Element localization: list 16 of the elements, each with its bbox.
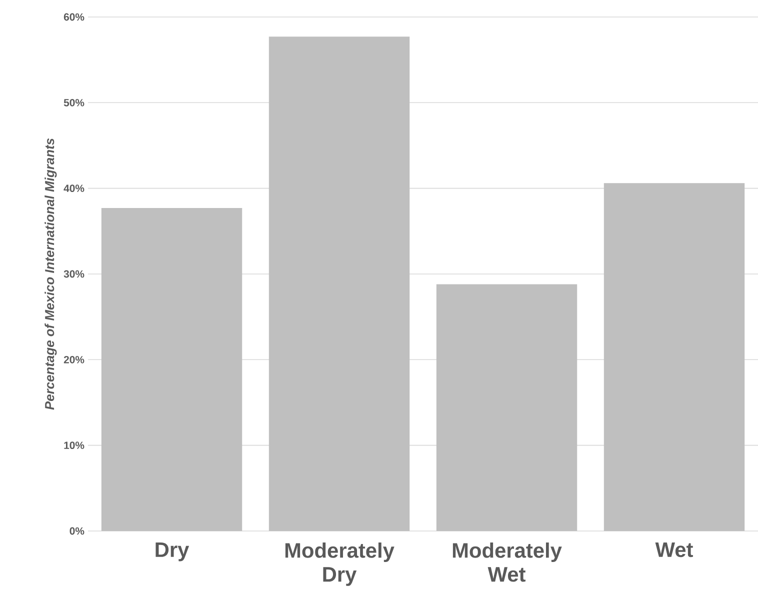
y-tick-label: 30%	[64, 270, 84, 278]
bar	[101, 208, 242, 531]
y-tick-label: 0%	[70, 527, 84, 535]
bar	[604, 183, 745, 531]
y-tick-label: 50%	[64, 98, 84, 106]
x-tick-label: Wet	[655, 542, 693, 558]
y-axis-title: Percentage of Mexico International Migrants	[44, 138, 57, 410]
x-tick-label: Moderately Dry	[285, 542, 394, 586]
bar	[436, 284, 578, 531]
y-tick-label: 60%	[64, 13, 84, 21]
y-tick-label: 20%	[64, 356, 84, 364]
y-tick-label: 40%	[64, 184, 84, 192]
x-tick-label: Dry	[156, 542, 190, 562]
y-tick-label: 10%	[64, 442, 84, 450]
bar	[268, 36, 410, 531]
x-tick-label: Moderately Wet	[452, 542, 562, 582]
